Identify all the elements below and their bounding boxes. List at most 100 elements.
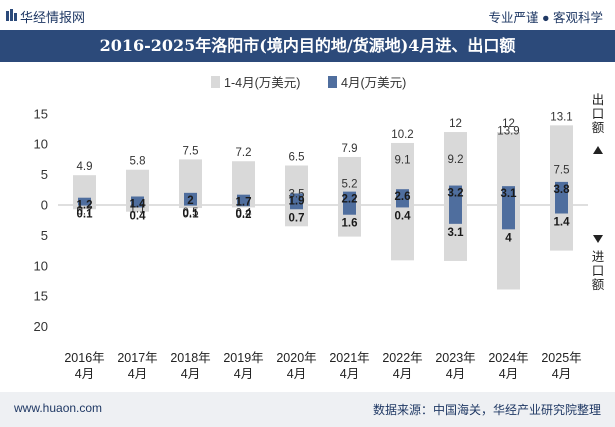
- bar-month-import: [78, 205, 91, 206]
- bar-month-export: [290, 193, 303, 205]
- bar-total-import: [179, 205, 202, 209]
- x-tick-label-month: 4月: [340, 367, 359, 381]
- label-total-import: 0.4: [236, 208, 253, 220]
- label-month-import: 1.6: [342, 218, 358, 230]
- label-total-export: 7.5: [183, 145, 199, 157]
- x-tick-label-year: 2021年: [329, 351, 369, 365]
- x-tick-label-month: 4月: [181, 367, 200, 381]
- bar-total-export: [232, 161, 255, 205]
- arrow-up-icon: [593, 146, 603, 154]
- x-tick-label-month: 4月: [393, 367, 412, 381]
- bar-total-import: [391, 205, 414, 261]
- footer-source: 数据来源：中国海关，华经产业研究院整理: [372, 403, 601, 417]
- label-total-import: 9.1: [395, 155, 411, 167]
- bar-total-import: [550, 205, 573, 251]
- x-tick-label-year: 2020年: [276, 351, 316, 365]
- data-labels: 4.90.71.20.15.81.11.40.47.50.520.17.20.4…: [77, 111, 573, 244]
- label-month-import: 4: [505, 232, 512, 244]
- label-total-export: 5.8: [130, 156, 146, 168]
- title-bar: 2016-2025年洛阳市(境内目的地/货源地)4月进、出口额: [0, 30, 615, 62]
- legend: 1-4月(万美元) 4月(万美元): [211, 76, 406, 90]
- legend-label-month: 4月(万美元): [341, 76, 406, 90]
- label-total-export: 13.1: [550, 111, 572, 123]
- label-month-export: 2.2: [342, 194, 358, 206]
- label-total-import: 0.5: [183, 207, 199, 219]
- label-total-import: 5.2: [342, 178, 358, 190]
- x-tick-label-year: 2019年: [223, 351, 263, 365]
- label-month-export: 1.7: [236, 197, 252, 209]
- side-label-import-char: 进: [592, 250, 605, 264]
- x-tick-label-month: 4月: [446, 367, 465, 381]
- bar-month-import: [555, 205, 568, 214]
- bar-month-export: [237, 194, 250, 205]
- label-total-import: 13.9: [497, 125, 519, 137]
- label-month-export: 3.1: [501, 188, 518, 200]
- footer-website: www.huaon.com: [14, 401, 103, 415]
- y-tick-label: 15: [34, 106, 48, 121]
- x-tick-label-year: 2018年: [170, 351, 210, 365]
- x-tick-label-year: 2024年: [488, 351, 528, 365]
- label-total-export: 4.9: [77, 161, 93, 173]
- label-month-import: 0.1: [77, 209, 94, 221]
- label-total-import: 9.2: [448, 154, 464, 166]
- y-tick-label: 5: [41, 167, 48, 182]
- bar-month-import: [502, 205, 515, 230]
- label-total-export: 12: [502, 118, 515, 130]
- label-total-import: 0.7: [77, 206, 93, 218]
- bar-total-export: [126, 169, 149, 205]
- side-label-export-char: 口: [592, 107, 605, 121]
- bar-total-export: [73, 175, 96, 205]
- label-total-export: 7.2: [236, 147, 252, 159]
- label-month-import: 0.4: [130, 210, 147, 222]
- top-bar: 华经情报网 专业严谨 ● 客观科学: [0, 0, 615, 30]
- bar-month-export: [555, 181, 568, 205]
- label-month-export: 3.8: [554, 184, 571, 196]
- bar-total-import: [285, 205, 308, 227]
- y-tick-label: 0: [41, 198, 48, 213]
- label-total-export: 7.9: [342, 143, 358, 155]
- x-tick-label-month: 4月: [75, 367, 94, 381]
- label-month-import: 3.1: [448, 227, 465, 239]
- label-month-export: 1.9: [289, 195, 305, 207]
- label-total-export: 12: [449, 118, 462, 130]
- bar-month-import: [184, 205, 197, 206]
- header-tags: 专业严谨 ● 客观科学: [488, 11, 604, 25]
- legend-swatch-month: [328, 76, 337, 88]
- bar-month-import: [237, 205, 250, 207]
- y-tick-label: 5: [41, 228, 48, 243]
- label-total-import: 3.5: [289, 189, 305, 201]
- legend-label-total: 1-4月(万美元): [224, 76, 300, 90]
- arrow-down-icon: [593, 235, 603, 243]
- bar-month-import: [396, 205, 409, 208]
- bar-month-import: [290, 205, 303, 210]
- y-tick-label: 20: [34, 319, 48, 334]
- x-tick-label-year: 2025年: [541, 351, 581, 365]
- x-tick-label-month: 4月: [234, 367, 253, 381]
- x-tick-label-month: 4月: [552, 367, 571, 381]
- label-total-import: 1.1: [130, 203, 146, 215]
- x-tick-label-month: 4月: [287, 367, 306, 381]
- bar-month-import: [449, 205, 462, 224]
- bar-month-import: [131, 205, 144, 208]
- bar-month-export: [396, 189, 409, 205]
- x-axis: 2016年 4月 2017年 4月 2018年 4月 2019年 4月 2020年 4月 2021年…: [64, 351, 581, 381]
- y-tick-label: 10: [34, 258, 48, 273]
- label-month-import: 0.1: [183, 209, 200, 221]
- label-month-import: 0.2: [236, 209, 252, 221]
- side-label-export-char: 额: [592, 121, 605, 135]
- label-month-import: 1.4: [554, 217, 571, 229]
- side-label-export-char: 出: [592, 93, 605, 107]
- label-month-import: 0.7: [289, 212, 305, 224]
- x-tick-label-year: 2023年: [435, 351, 475, 365]
- label-total-export: 6.5: [289, 151, 305, 163]
- label-total-export: 10.2: [391, 129, 413, 141]
- label-total-import: 7.5: [554, 164, 570, 176]
- bar-month-import: [343, 205, 356, 215]
- label-month-export: 1.2: [77, 200, 93, 212]
- label-month-import: 0.4: [395, 210, 412, 222]
- bar-month-export: [502, 186, 515, 205]
- y-tick-label: 10: [34, 137, 48, 152]
- label-month-export: 2: [187, 195, 193, 207]
